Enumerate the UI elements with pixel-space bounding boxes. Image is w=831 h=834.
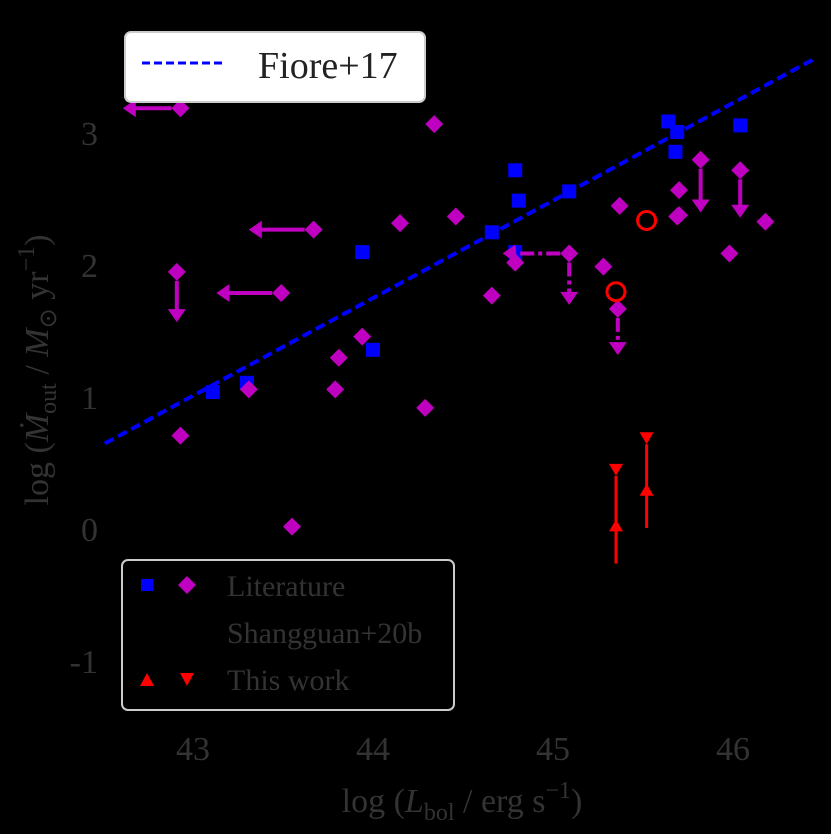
legend-datasets: Literature Shangguan+20b This work xyxy=(121,559,455,711)
y-axis-ticks: 3 2 1 0 -1 xyxy=(70,116,98,681)
square-marker xyxy=(733,118,748,133)
diamond-marker xyxy=(668,207,687,226)
y-axis-label: log (Ṁout / M⊙ yr−1) xyxy=(14,235,62,506)
diamond-marker xyxy=(691,150,710,169)
diamond-marker xyxy=(560,244,579,263)
diamond-marker xyxy=(425,115,444,134)
square-marker xyxy=(670,125,685,139)
y-tick-3: 3 xyxy=(81,116,98,153)
legend-triangle-down-icon xyxy=(180,673,194,686)
diamond-marker xyxy=(720,244,739,263)
legend-fiore-label: Fiore+17 xyxy=(258,45,398,87)
triangle-down-marker xyxy=(609,463,623,476)
x-tick-44: 44 xyxy=(356,731,390,768)
literature-squares xyxy=(205,114,748,400)
square-marker xyxy=(661,114,676,129)
x-tick-45: 45 xyxy=(536,731,570,768)
legend-this-work-label: This work xyxy=(227,664,350,697)
diamond-marker xyxy=(167,262,186,281)
square-marker xyxy=(484,225,499,240)
square-marker xyxy=(562,184,577,199)
legend-shangguan-label: Shangguan+20b xyxy=(227,617,422,650)
legend-literature-label: Literature xyxy=(227,570,345,603)
diamond-marker xyxy=(391,214,409,233)
triangle-up-marker xyxy=(609,519,623,532)
diamond-marker xyxy=(594,257,613,276)
square-marker xyxy=(668,144,683,159)
diamond-marker xyxy=(326,380,345,399)
shangguan-circles xyxy=(605,209,658,303)
y-tick-1: 1 xyxy=(81,380,98,417)
x-tick-43: 43 xyxy=(176,731,210,768)
y-tick-0: 0 xyxy=(81,512,98,549)
square-marker xyxy=(355,245,370,260)
diamond-marker xyxy=(283,517,301,536)
diamond-marker xyxy=(610,196,629,215)
diamond-marker xyxy=(416,398,435,417)
diamond-marker xyxy=(272,284,291,303)
legend-diamond-icon xyxy=(178,576,196,594)
diamond-marker xyxy=(171,99,190,118)
diamond-marker xyxy=(731,161,750,180)
diamond-marker xyxy=(482,286,501,305)
diamond-marker xyxy=(171,426,190,445)
diamond-marker xyxy=(670,181,688,200)
diamond-marker xyxy=(353,327,372,346)
diamond-marker xyxy=(446,207,465,226)
open-circle-marker xyxy=(636,209,658,231)
diamond-marker xyxy=(329,348,348,367)
triangle-up-marker xyxy=(639,483,654,496)
y-tick-2: 2 xyxy=(81,248,98,285)
this-work-limits xyxy=(609,432,654,564)
legend-triangle-up-icon xyxy=(140,673,154,686)
diamond-marker xyxy=(756,212,775,231)
diamond-marker xyxy=(304,220,323,239)
x-axis-label: log (Lbol / erg s−1) xyxy=(342,778,583,826)
legend-fiore: Fiore+17 xyxy=(124,31,426,103)
square-marker xyxy=(511,193,526,208)
literature-diamonds xyxy=(122,99,775,536)
legend-square-icon xyxy=(141,579,153,591)
diamond-marker xyxy=(608,299,627,318)
triangle-down-marker xyxy=(639,432,654,445)
square-marker xyxy=(205,385,220,400)
x-tick-46: 46 xyxy=(716,731,750,768)
open-circle-marker xyxy=(605,281,627,303)
diamond-marker xyxy=(239,380,258,399)
x-axis-ticks: 43 44 45 46 xyxy=(176,731,750,768)
y-tick-minus1: -1 xyxy=(70,644,98,681)
square-marker xyxy=(366,342,380,357)
square-marker xyxy=(508,163,523,178)
